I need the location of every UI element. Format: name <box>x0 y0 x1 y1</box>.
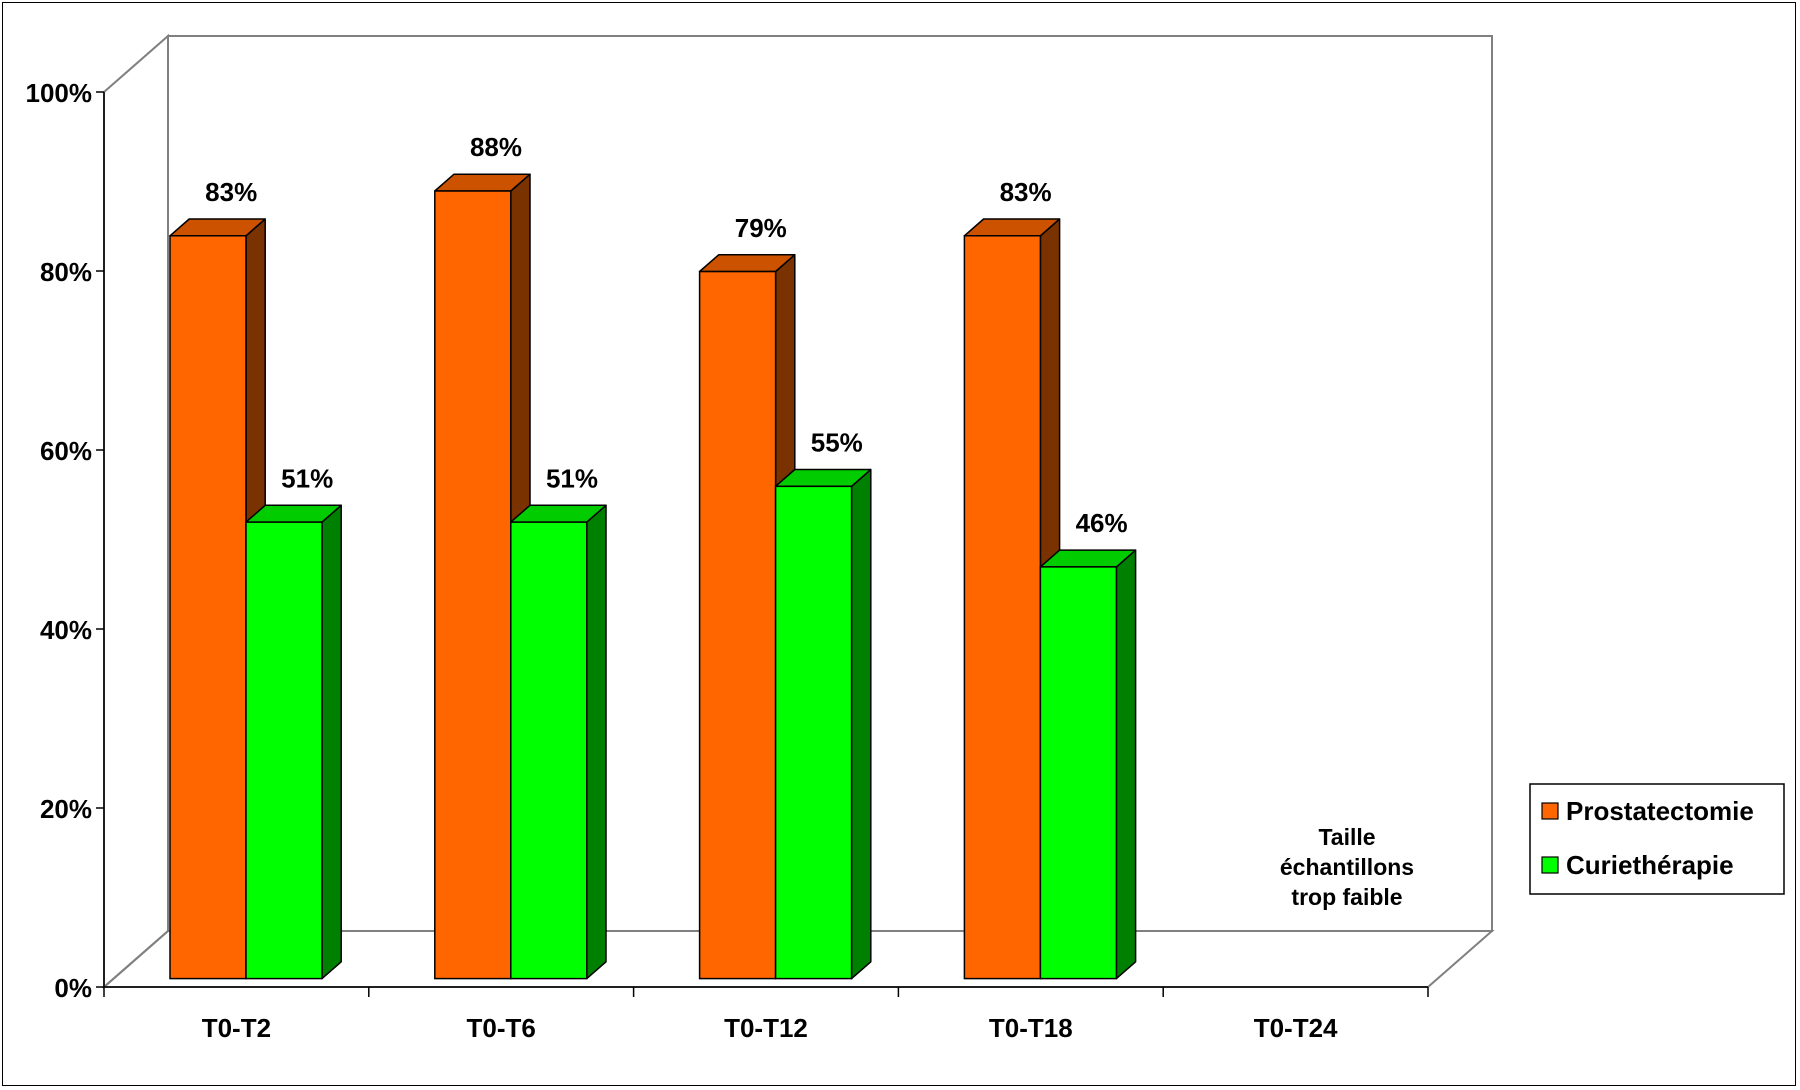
chart-axes: 0% 20% 40% 60% 80% 100% T0-T2 T0-T6 T0-T12 T0-T18… <box>26 78 1429 1043</box>
legend-box <box>1529 783 1785 895</box>
bar-front <box>1039 566 1118 980</box>
legend-label-curietherapie: Curiethérapie <box>1566 850 1734 880</box>
legend-swatch-curietherapie <box>1541 856 1559 874</box>
bar-group <box>169 173 1137 980</box>
data-label: 83% <box>1000 177 1052 207</box>
legend-swatch-prostatectomie <box>1541 802 1559 820</box>
x-tick-label: T0-T2 <box>202 1013 271 1043</box>
y-tick-label: 80% <box>40 257 92 287</box>
bar-front <box>510 521 588 980</box>
x-tick-label: T0-T12 <box>724 1013 808 1043</box>
data-labels: 83% 51% 88% 51% 79% 55% 83% 46% <box>205 132 1127 538</box>
annotation-line-3: trop faible <box>1291 884 1402 910</box>
data-label: 79% <box>735 213 787 243</box>
bar-side <box>586 504 607 980</box>
data-label: 51% <box>281 463 333 493</box>
bar-curietherapie <box>510 504 607 980</box>
data-label: 88% <box>470 132 522 162</box>
data-label: 83% <box>205 177 257 207</box>
bar-curietherapie <box>245 504 342 980</box>
bar-curietherapie <box>774 468 872 980</box>
bar-side <box>850 468 872 980</box>
bar-front <box>774 485 853 980</box>
data-label: 55% <box>811 428 863 458</box>
back-wall <box>103 33 169 990</box>
x-tick-label: T0-T18 <box>989 1013 1073 1043</box>
bar-front <box>169 235 247 980</box>
data-label: 46% <box>1076 508 1128 538</box>
x-tick-label: T0-T6 <box>467 1013 536 1043</box>
y-tick-label: 60% <box>40 436 92 466</box>
y-tick-label: 100% <box>26 78 93 108</box>
y-tick-label: 20% <box>40 794 92 824</box>
bar-side <box>1115 549 1137 980</box>
annotation-t0-t24: Taille échantillons trop faible <box>1280 824 1414 910</box>
legend: Prostatectomie Curiethérapie <box>1529 783 1785 895</box>
bar-front <box>963 235 1042 980</box>
x-tick-label: T0-T24 <box>1254 1013 1338 1043</box>
bar-side <box>321 504 342 980</box>
bar-prostatectomie <box>963 218 1061 980</box>
bar-front <box>434 190 512 980</box>
data-label: 51% <box>546 463 598 493</box>
legend-label-prostatectomie: Prostatectomie <box>1566 796 1754 826</box>
bar-front <box>245 521 323 980</box>
annotation-line-1: Taille <box>1318 824 1375 850</box>
bar-curietherapie <box>1039 549 1137 980</box>
y-tick-label: 0% <box>54 973 92 1003</box>
annotation-line-2: échantillons <box>1280 854 1414 880</box>
y-tick-label: 40% <box>40 615 92 645</box>
bar-front <box>698 270 777 980</box>
